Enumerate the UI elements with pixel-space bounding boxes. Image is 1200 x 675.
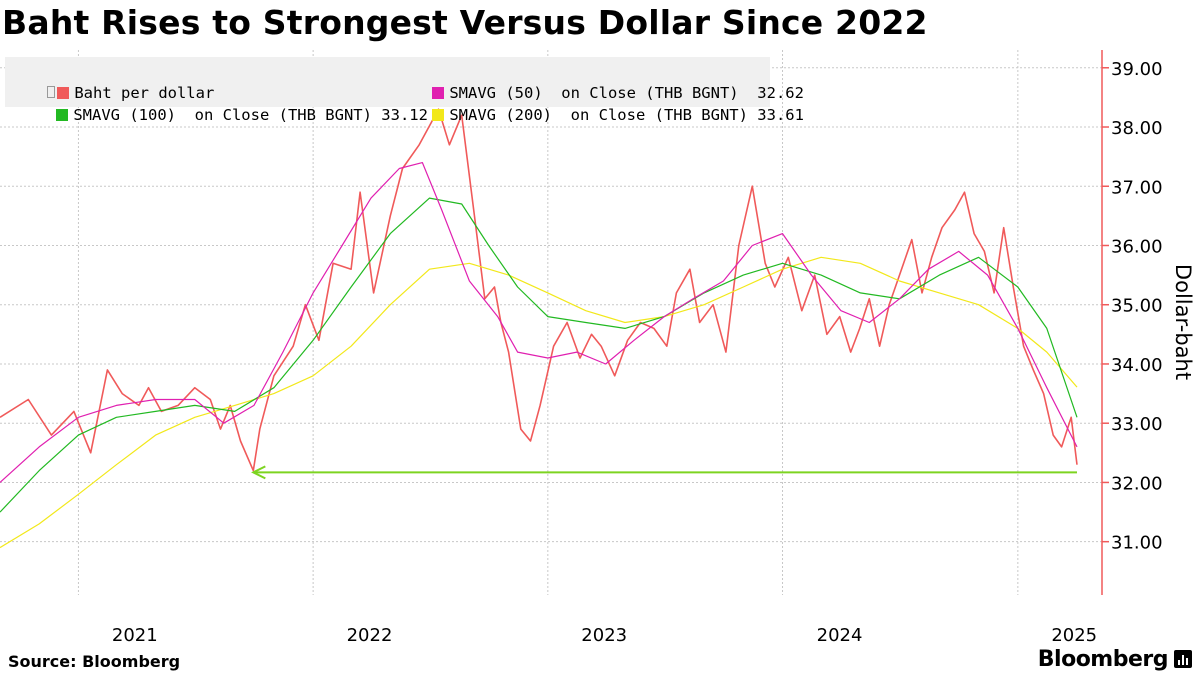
legend-label-sma100: SMAVG (100) on Close (THB BGNT) 33.12 [73, 106, 428, 124]
legend-label-sma200: SMAVG (200) on Close (THB BGNT) 33.61 [449, 106, 804, 124]
source-note: Source: Bloomberg [8, 652, 181, 671]
annotation-layer [251, 465, 1077, 480]
y-tick-label: 38.00 [1111, 118, 1163, 139]
legend-swatch-sma200 [432, 109, 445, 121]
y-tick-label: 34.00 [1111, 355, 1163, 376]
y-axis: 31.00 32.00 33.00 34.00 35.00 36.00 37.00 38.00… [1102, 59, 1163, 554]
series-layer [0, 108, 1078, 549]
y-tick-label: 31.00 [1111, 533, 1163, 554]
legend-swatch-sma100 [56, 109, 69, 121]
legend-label-sma50: SMAVG (50) on Close (THB BGNT) 32.62 [449, 84, 804, 102]
series-line-baht [0, 108, 1078, 472]
legend-label-baht: Baht per dollar [74, 84, 215, 102]
legend-item-sma50: SMAVG (50) on Close (THB BGNT) 32.62 [395, 60, 804, 126]
y-tick-label: 37.00 [1111, 177, 1163, 198]
y-tick-label: 33.00 [1111, 414, 1163, 435]
annotation-arrowhead [251, 465, 266, 480]
y-axis-label: Dollar-baht [1171, 264, 1195, 380]
legend-swatch-sma50 [432, 87, 445, 99]
legend-swatch-baht [57, 87, 70, 99]
series-line-sma200 [0, 256, 1078, 549]
gridlines [0, 50, 1102, 595]
y-tick-label: 36.00 [1111, 236, 1163, 257]
legend-marker-icon [47, 86, 56, 98]
x-axis: 2021 2022 2023 2024 2025 [112, 625, 1097, 646]
x-tick-label: 2021 [112, 625, 158, 646]
y-tick-label: 32.00 [1111, 473, 1163, 494]
x-tick-label: 2023 [581, 625, 627, 646]
series-line-sma100 [0, 197, 1078, 513]
legend-item-baht: Baht per dollar [10, 60, 214, 126]
x-tick-label: 2025 [1051, 625, 1097, 646]
chart-title: Baht Rises to Strongest Versus Dollar Si… [2, 3, 928, 42]
legend-item-sma100: SMAVG (100) on Close (THB BGNT) 33.12 [19, 82, 428, 148]
legend: Baht per dollar SMAVG (50) on Close (THB… [5, 57, 804, 124]
series-line-sma50 [0, 162, 1078, 483]
y-tick-label: 35.00 [1111, 296, 1163, 317]
x-tick-label: 2022 [347, 625, 393, 646]
y-tick-label: 39.00 [1111, 59, 1163, 80]
brand-logo: Bloomberg [1037, 647, 1169, 672]
x-tick-label: 2024 [817, 625, 863, 646]
bloomberg-terminal-icon [1174, 650, 1192, 668]
legend-item-sma200: SMAVG (200) on Close (THB BGNT) 33.61 [395, 82, 804, 148]
